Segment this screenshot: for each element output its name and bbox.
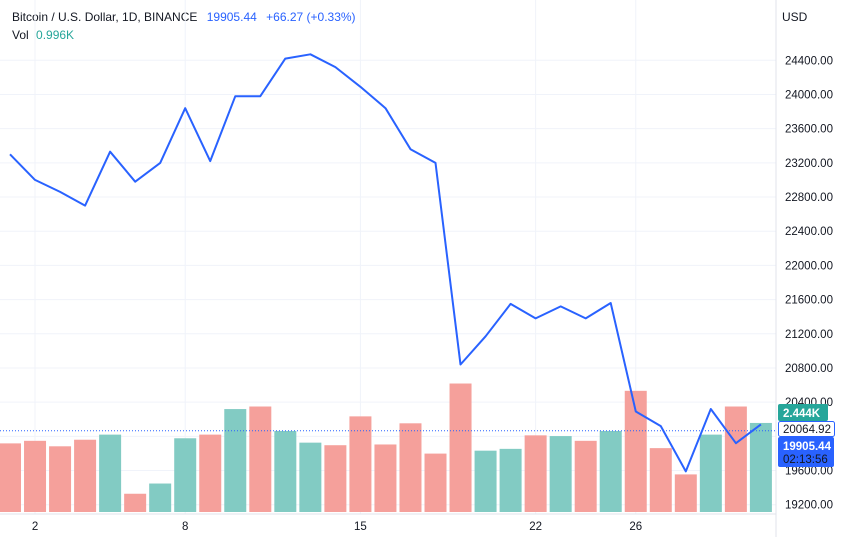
volume-bar [724, 406, 747, 512]
y-tick-label: 19600.00 [785, 466, 833, 478]
volume-bar [424, 453, 447, 512]
volume-bar [199, 434, 222, 512]
y-tick-label: 22400.00 [785, 226, 833, 238]
volume-bar [124, 493, 147, 512]
volume-bar [599, 430, 622, 512]
volume-bars [0, 383, 772, 512]
chart-header: Bitcoin / U.S. Dollar, 1D, BINANCE 19905… [12, 10, 356, 24]
volume-bar [274, 430, 297, 512]
currency-label: USD [782, 10, 808, 24]
x-tick-label: 26 [629, 521, 642, 533]
volume-bar [349, 416, 372, 512]
volume-bar [399, 423, 422, 512]
last-price: 19905.44 [206, 10, 257, 24]
y-tick-label: 24000.00 [785, 89, 833, 101]
volume-tag [778, 404, 828, 421]
volume-bar [649, 448, 672, 512]
last-price-tag-label: 19905.44 [783, 441, 832, 453]
volume-bar [749, 422, 772, 512]
volume-bar [374, 444, 397, 512]
prev-close-tag-label: 20064.92 [783, 424, 831, 436]
volume-bar [249, 406, 272, 512]
x-tick-label: 2 [32, 521, 38, 533]
y-tick-label: 23200.00 [785, 158, 833, 170]
price-change: +66.27 (+0.33%) [266, 10, 356, 24]
volume-bar [49, 446, 72, 512]
price-axis[interactable]: 24400.00 24000.00 23600.00 23200.00 22800.00… [775, 0, 833, 537]
y-tick-label: 21600.00 [785, 295, 833, 307]
x-tick-label: 22 [529, 521, 542, 533]
volume-bar [549, 436, 572, 512]
symbol-title: Bitcoin / U.S. Dollar, 1D, BINANCE [12, 10, 198, 24]
volume-bar [299, 442, 322, 512]
volume-label: Vol [12, 28, 29, 42]
volume-bar [99, 434, 122, 512]
volume-bar [699, 434, 722, 512]
y-tick-label: 22000.00 [785, 260, 833, 272]
volume-bar [499, 448, 522, 512]
volume-tag-label: 2.444K [783, 408, 821, 420]
volume-bar [74, 439, 97, 512]
x-tick-label: 15 [354, 521, 367, 533]
y-tick-label: 21200.00 [785, 329, 833, 341]
volume-bar [449, 383, 472, 512]
time-axis[interactable]: 2 8 15 22 26 [0, 513, 776, 533]
last-price-tag [778, 437, 834, 467]
volume-bar [674, 474, 697, 512]
volume-bar [624, 390, 647, 512]
y-tick-label: 19200.00 [785, 500, 833, 512]
volume-value: 0.996K [36, 28, 75, 42]
volume-bar [324, 445, 347, 512]
volume-bar [149, 483, 172, 512]
volume-bar [574, 440, 597, 512]
countdown-tag-label: 02:13:56 [783, 454, 828, 466]
price-line [9, 53, 762, 473]
y-tick-label: 23600.00 [785, 124, 833, 136]
volume-bar [224, 409, 247, 512]
volume-bar [174, 438, 197, 512]
volume-bar [0, 443, 21, 512]
x-tick-label: 8 [182, 521, 188, 533]
y-tick-label: 20800.00 [785, 363, 833, 375]
volume-bar [524, 435, 547, 512]
volume-bar [474, 450, 497, 512]
price-series-line [9, 53, 762, 473]
y-tick-label: 22800.00 [785, 192, 833, 204]
volume-legend: Vol 0.996K [12, 28, 74, 42]
prev-close-tag [778, 421, 835, 437]
volume-bar [24, 440, 47, 512]
y-tick-label: 24400.00 [785, 55, 833, 67]
